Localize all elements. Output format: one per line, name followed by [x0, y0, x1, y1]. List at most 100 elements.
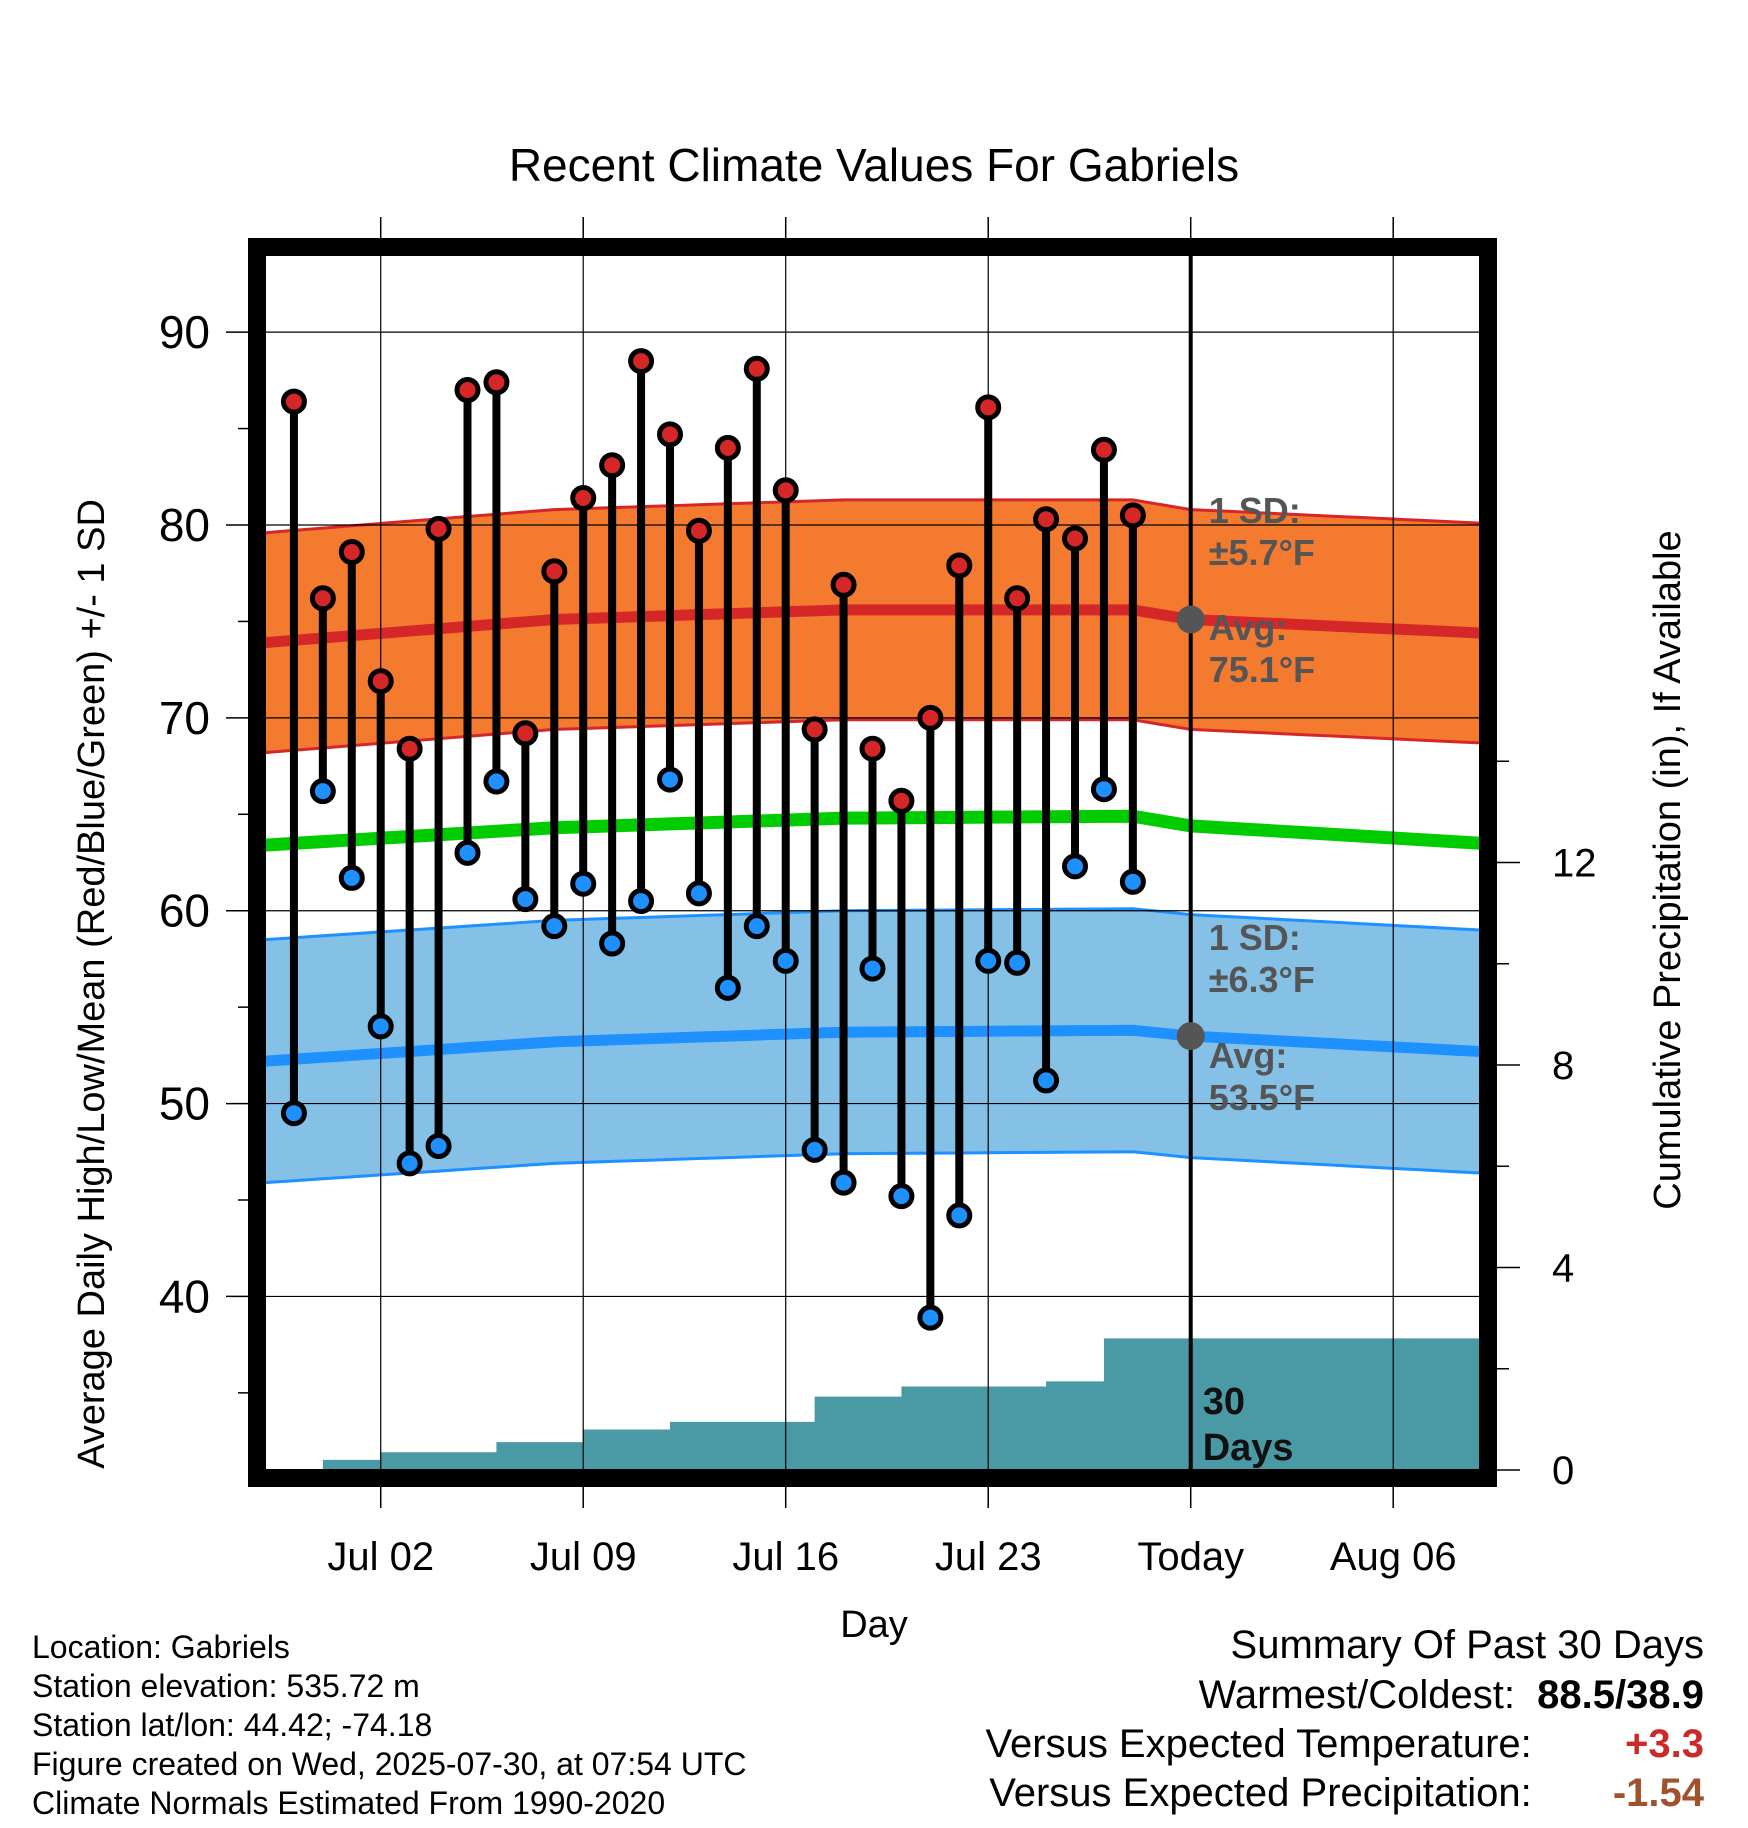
summary-title: Summary Of Past 30 Days [1230, 1623, 1704, 1667]
high-temp-point [830, 571, 857, 598]
low-temp-point [830, 1169, 857, 1196]
low-temp-point [917, 1304, 944, 1331]
days-annotation: 30 [1203, 1381, 1245, 1423]
high-temp-point [338, 539, 365, 565]
precipitation-area [293, 1338, 1480, 1470]
low-temp-point [396, 1150, 423, 1177]
low-temp-point [801, 1136, 828, 1163]
low-temp-point [483, 768, 510, 795]
high-temp-point [1090, 436, 1117, 463]
x-tick-label: Jul 23 [935, 1535, 1042, 1579]
low-temp-point [714, 974, 741, 1001]
high-temp-point [917, 704, 944, 731]
x-tick-label: Jul 02 [327, 1535, 434, 1579]
low-sd-band [265, 908, 1480, 1183]
high-temp-point [801, 716, 828, 743]
summary-temp: Versus Expected Temperature: +3.3 [986, 1722, 1704, 1767]
location-text: Location: Gabriels [32, 1629, 290, 1665]
low-temp-point [859, 955, 886, 982]
low-temp-point [367, 1013, 394, 1040]
high-temp-point [1119, 502, 1146, 529]
low-avg-annotation: 53.5°F [1209, 1077, 1315, 1118]
y-tick-label: 70 [159, 692, 210, 744]
x-tick-label: Aug 06 [1330, 1535, 1457, 1579]
low-temp-point [280, 1100, 307, 1127]
y-tick-label: 60 [159, 885, 210, 937]
low-temp-point [888, 1183, 915, 1210]
low-temp-point [772, 947, 799, 974]
precip-label: Versus Expected Precipitation: [989, 1771, 1532, 1815]
y2-tick-label: 4 [1552, 1247, 1574, 1291]
low-temp-point [1004, 949, 1031, 976]
high-temp-point [714, 434, 741, 461]
low-temp-point [454, 839, 481, 866]
high-temp-point [1062, 525, 1088, 552]
low-sd-lower-line [265, 1150, 1480, 1185]
created-text: Figure created on Wed, 2025-07-30, at 07… [32, 1746, 747, 1782]
low-temp-point [975, 947, 1002, 974]
high-temp-point [280, 388, 307, 415]
high-sd-annotation: 1 SD: [1209, 490, 1301, 531]
high-temp-point [772, 477, 799, 504]
high-temp-point [599, 452, 626, 479]
summary-warm-cold: Warmest/Coldest: 88.5/38.9 [1199, 1673, 1704, 1718]
high-temp-point [1033, 506, 1060, 533]
x-tick-label: Today [1137, 1535, 1244, 1579]
low-sd-annotation: 1 SD: [1209, 917, 1301, 958]
plot-clipped [265, 255, 1480, 1470]
low-temp-point [425, 1133, 452, 1159]
low-temp-point [512, 886, 539, 913]
x-tick-label: Jul 16 [732, 1535, 839, 1579]
high-temp-point [570, 485, 597, 511]
low-avg-line [265, 1024, 1480, 1067]
high-temp-point [975, 394, 1002, 421]
y-tick-label: 50 [159, 1078, 210, 1130]
y2-tick-label: 8 [1552, 1044, 1574, 1088]
low-temp-point [1119, 868, 1146, 895]
summary-precip: Versus Expected Precipitation: -1.54 [989, 1771, 1704, 1816]
low-avg-today-marker [1176, 1022, 1205, 1051]
high-temp-point [628, 348, 655, 375]
high-temp-point [946, 552, 973, 579]
high-sd-annotation: ±5.7°F [1209, 532, 1315, 573]
elevation-text: Station elevation: 535.72 m [32, 1668, 420, 1704]
high-temp-point [657, 421, 683, 448]
high-temp-point [454, 377, 481, 403]
low-temp-point [541, 913, 568, 940]
high-temp-point [309, 585, 336, 612]
low-temp-point [743, 913, 770, 940]
precip-value: -1.54 [1612, 1771, 1704, 1815]
low-avg-annotation: Avg: [1209, 1035, 1288, 1076]
low-sd-annotation: ±6.3°F [1209, 959, 1315, 1000]
footer-info: Location: Gabriels Station elevation: 53… [32, 1628, 746, 1823]
high-temp-point [888, 787, 915, 814]
y2-tick-label: 12 [1552, 842, 1597, 886]
high-temp-point [685, 517, 712, 544]
plot-frame [248, 238, 1497, 1487]
y-tick-label: 40 [159, 1270, 210, 1322]
latlon-text: Station lat/lon: 44.42; -74.18 [32, 1707, 433, 1743]
y-tick-label: 80 [159, 499, 210, 551]
high-temp-point [396, 735, 423, 762]
low-temp-point [338, 864, 365, 891]
low-temp-point [570, 870, 597, 897]
high-temp-point [512, 720, 539, 747]
low-temp-point [1062, 853, 1088, 880]
high-temp-point [541, 558, 568, 585]
temp-value: +3.3 [1625, 1722, 1704, 1766]
high-temp-point [367, 668, 394, 695]
warm-cold-value: 88.5/38.9 [1537, 1673, 1704, 1717]
high-avg-annotation: Avg: [1209, 607, 1288, 648]
high-temp-point [1004, 585, 1031, 612]
y-tick-label: 90 [159, 306, 210, 358]
low-temp-point [1033, 1067, 1060, 1094]
low-temp-point [685, 880, 712, 907]
low-temp-point [628, 888, 655, 915]
high-avg-annotation: 75.1°F [1209, 649, 1315, 690]
low-temp-point [946, 1202, 973, 1229]
high-sd-band [265, 499, 1480, 753]
low-temp-point [1090, 776, 1117, 803]
high-temp-point [483, 369, 510, 396]
